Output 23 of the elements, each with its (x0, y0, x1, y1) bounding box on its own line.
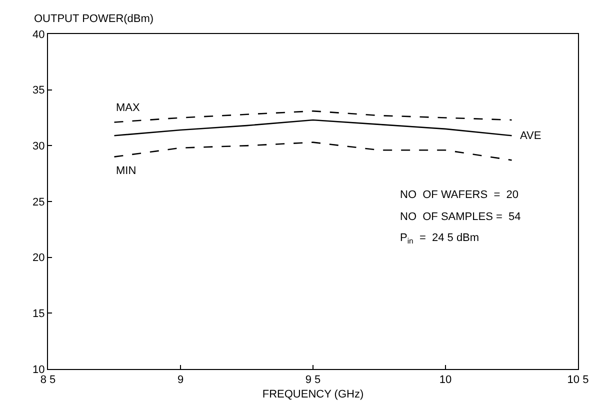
annotation: NO OF SAMPLES = 54 (400, 211, 521, 223)
y-axis-title: OUTPUT POWER(dBm) (34, 13, 154, 25)
y-tick-label: 30 (32, 140, 45, 153)
line-series (114, 110, 512, 123)
x-axis-title: FREQUENCY (GHz) (262, 388, 364, 400)
x-tick-label: 9 (177, 374, 184, 386)
y-tick-label: 35 (32, 84, 45, 97)
x-tick-label: 8 5 (40, 374, 56, 386)
line-series (114, 119, 512, 136)
x-tick-label: 10 (439, 374, 452, 386)
x-tick-label: 10 5 (567, 374, 589, 386)
annotation: P$_{in}$ = 24 5 dBm (400, 232, 480, 246)
line-series (114, 142, 512, 161)
y-tick-label: 25 (32, 196, 45, 208)
y-tick-label: 20 (32, 252, 45, 264)
y-tick-label: 40 (32, 28, 45, 41)
series-label: MIN (116, 165, 136, 177)
series-label: MAX (116, 102, 140, 114)
y-tick-label: 10 (32, 364, 45, 376)
annotation: NO OF WAFERS = 20 (400, 189, 518, 201)
x-tick-label: 9 5 (305, 374, 321, 386)
y-tick-label: 15 (32, 308, 45, 320)
series-label: AVE (520, 130, 542, 142)
